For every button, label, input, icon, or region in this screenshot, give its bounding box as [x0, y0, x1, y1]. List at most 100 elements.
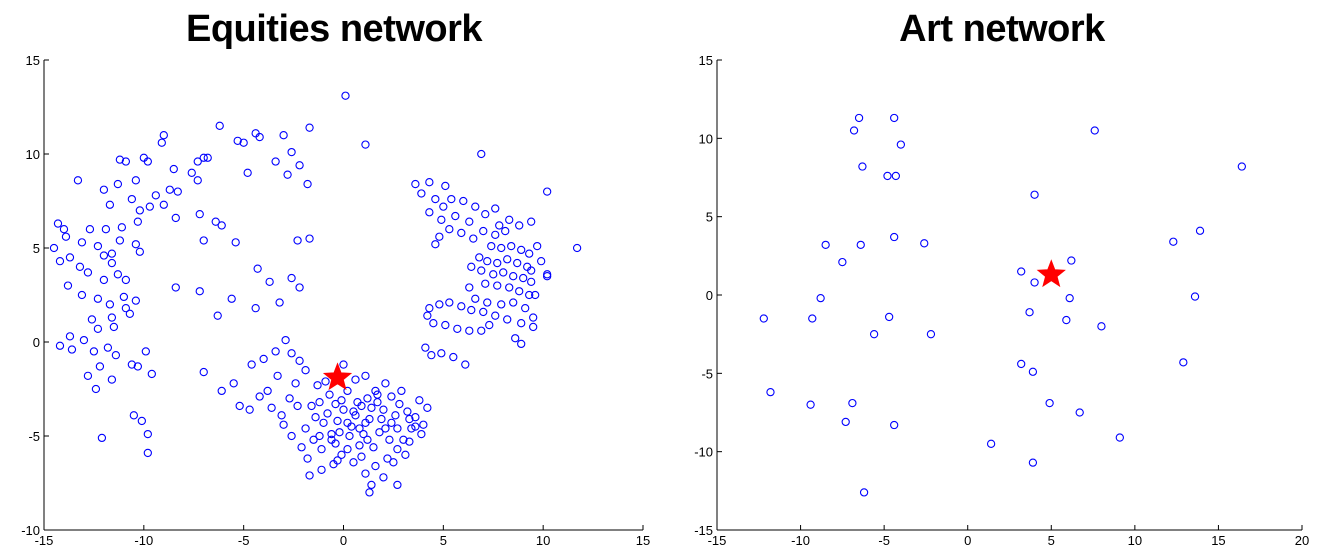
data-point — [497, 243, 506, 253]
data-point — [489, 270, 498, 279]
data-point — [97, 433, 107, 443]
data-point — [283, 170, 292, 179]
data-point — [193, 176, 202, 185]
data-point — [311, 413, 320, 422]
data-point — [890, 232, 899, 242]
data-point — [417, 429, 426, 439]
data-point — [239, 138, 248, 147]
data-point — [457, 302, 466, 311]
data-point — [411, 179, 420, 189]
data-point — [363, 394, 372, 403]
data-point — [439, 202, 448, 211]
data-point — [151, 191, 160, 200]
data-point — [115, 155, 125, 164]
data-point — [766, 387, 775, 397]
data-point — [381, 379, 390, 388]
data-point — [339, 405, 348, 414]
data-point — [491, 311, 500, 320]
data-point — [337, 450, 346, 459]
data-point — [461, 360, 470, 369]
data-point — [1062, 315, 1071, 325]
x-tick-label: -10 — [791, 533, 810, 548]
x-tick-label: 15 — [1211, 533, 1225, 548]
data-point — [491, 230, 500, 239]
data-point — [441, 320, 450, 330]
data-point — [159, 131, 168, 140]
data-point — [77, 238, 87, 247]
data-point — [107, 249, 117, 258]
data-point — [471, 294, 480, 303]
data-point — [135, 206, 144, 215]
data-point — [543, 187, 552, 196]
data-point — [291, 379, 300, 388]
data-point — [511, 334, 520, 343]
data-point — [319, 418, 328, 427]
data-point — [437, 349, 446, 358]
y-tick-label: 10 — [699, 131, 713, 146]
data-point — [383, 454, 392, 463]
data-point — [425, 304, 434, 313]
data-point — [393, 445, 402, 454]
data-point — [361, 140, 370, 149]
data-point — [217, 386, 226, 396]
data-point — [505, 283, 514, 292]
data-point — [503, 255, 512, 264]
data-point — [89, 347, 99, 356]
data-point — [107, 258, 117, 268]
data-point — [1045, 398, 1054, 408]
data-point — [883, 171, 892, 181]
data-point — [1075, 408, 1084, 417]
y-tick-label: 5 — [706, 210, 713, 225]
data-point — [401, 450, 410, 459]
data-point — [255, 132, 264, 142]
data-point — [363, 435, 372, 444]
data-point — [347, 422, 356, 431]
data-point — [441, 181, 450, 191]
data-point — [361, 371, 370, 380]
data-point — [169, 164, 178, 174]
data-point — [379, 473, 388, 482]
data-point — [373, 398, 382, 407]
data-point — [487, 241, 496, 251]
data-point — [1237, 162, 1246, 171]
data-point — [79, 335, 89, 345]
data-point — [127, 194, 137, 204]
data-point — [285, 394, 294, 403]
data-point — [305, 123, 314, 132]
data-point — [331, 399, 340, 409]
data-point — [203, 153, 212, 162]
data-point — [391, 411, 400, 420]
data-point — [361, 418, 370, 427]
data-point — [243, 168, 252, 177]
data-point — [449, 352, 458, 362]
data-point — [199, 367, 208, 377]
data-point — [105, 200, 115, 209]
data-point — [377, 414, 386, 424]
data-point — [423, 403, 432, 412]
data-point — [525, 290, 534, 300]
data-point — [253, 264, 262, 273]
data-point — [83, 268, 93, 277]
data-point — [337, 396, 346, 405]
data-point — [856, 240, 865, 250]
data-point — [806, 400, 815, 409]
data-point — [333, 416, 342, 426]
x-tick-label: 10 — [1128, 533, 1142, 548]
data-point — [1028, 367, 1038, 376]
data-point — [399, 435, 408, 444]
data-point — [387, 418, 396, 427]
data-point — [395, 399, 404, 409]
x-tick-label: -10 — [134, 533, 153, 548]
data-point — [77, 290, 87, 300]
data-point — [437, 215, 446, 224]
data-point — [389, 458, 398, 467]
data-point — [467, 262, 476, 271]
data-point — [143, 448, 152, 458]
data-point — [217, 221, 226, 230]
data-point — [920, 239, 929, 248]
data-point — [93, 241, 103, 251]
data-point — [1090, 126, 1099, 135]
data-point — [841, 417, 850, 427]
data-point — [477, 326, 486, 335]
data-point — [393, 480, 402, 490]
